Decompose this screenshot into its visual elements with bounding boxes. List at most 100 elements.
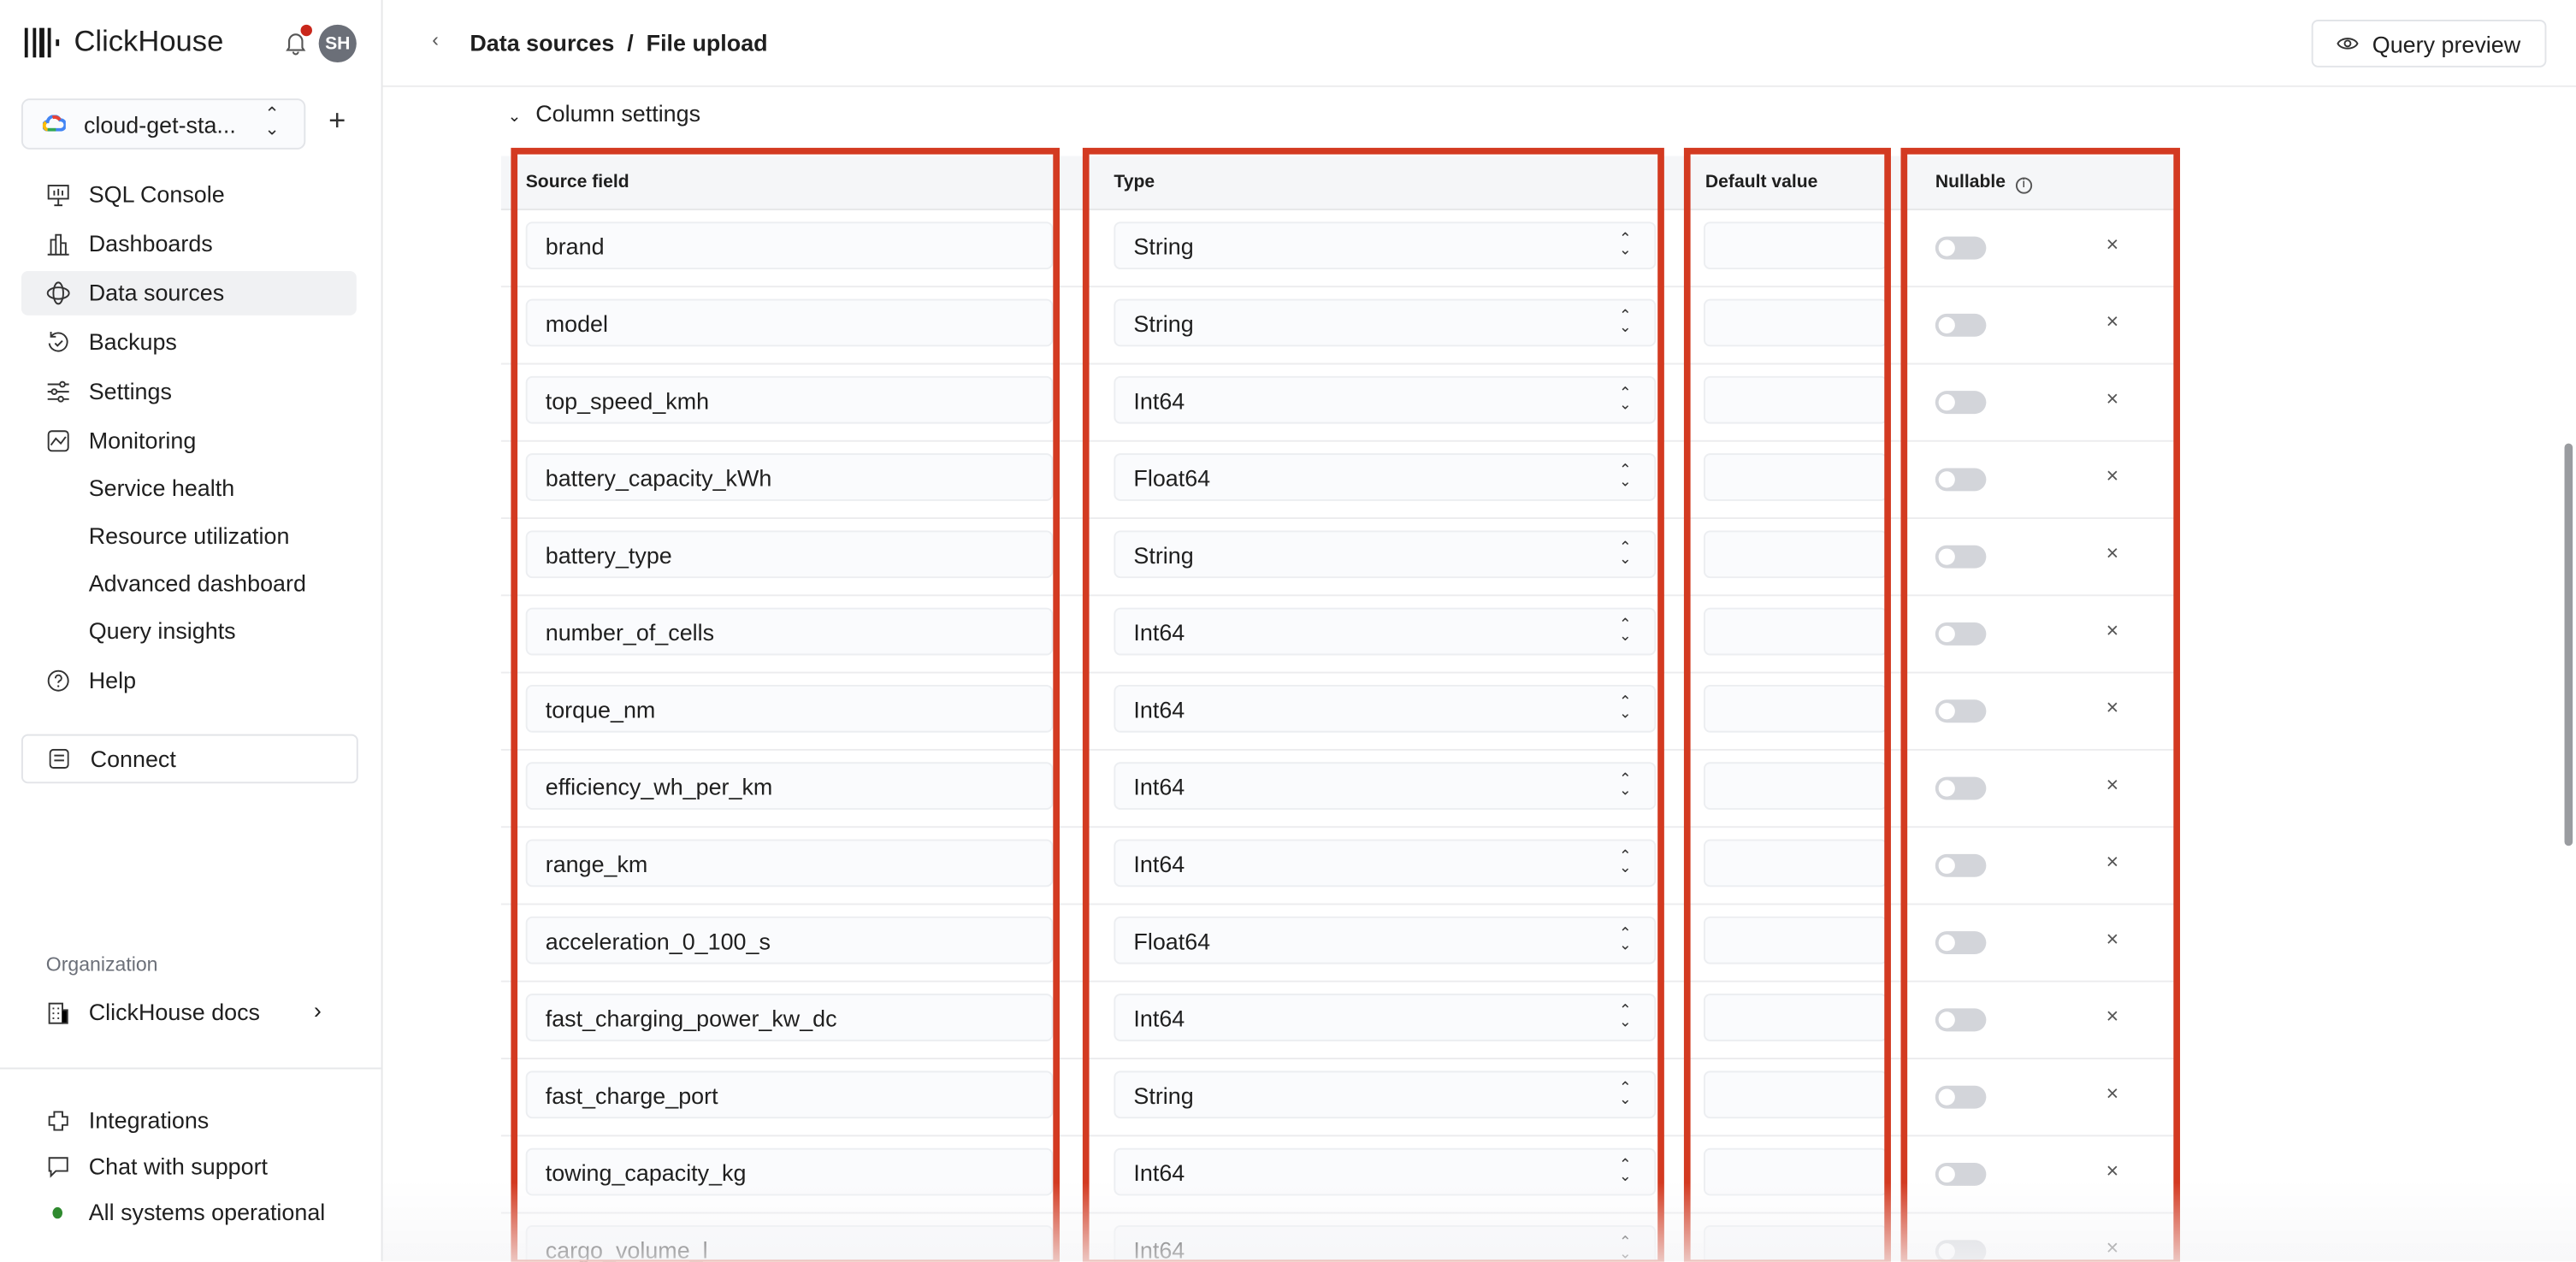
remove-column-icon[interactable]: ×	[2106, 694, 2119, 720]
type-select[interactable]: Int64 ⌃⌄	[1114, 994, 1657, 1041]
clickhouse-logo-icon	[24, 27, 60, 58]
type-select[interactable]: Int64 ⌃⌄	[1114, 762, 1657, 811]
avatar[interactable]: SH	[318, 24, 357, 62]
remove-column-icon[interactable]: ×	[2106, 1158, 2119, 1183]
remove-column-icon[interactable]: ×	[2106, 1003, 2119, 1029]
sidebar-item-backups[interactable]: Backups	[21, 321, 357, 365]
type-select[interactable]: String ⌃ ⌄	[1114, 298, 1657, 347]
type-select[interactable]: Float64 ⌃ ⌄	[1114, 453, 1657, 501]
default-value-input[interactable]	[1703, 1070, 1888, 1119]
column-settings-toggle[interactable]: ⌄ Column settings	[508, 100, 700, 127]
default-value-input[interactable]	[1703, 994, 1888, 1041]
source-field-value: brand	[545, 233, 605, 260]
sidebar-item-advanced-dashboard[interactable]: Advanced dashboard	[88, 569, 306, 597]
sidebar-item-resource-utilization[interactable]: Resource utilization	[88, 522, 290, 549]
source-field-input[interactable]: battery_capacity_kWh	[525, 453, 1054, 501]
sidebar-item-settings[interactable]: Settings	[21, 369, 357, 414]
connect-button[interactable]: Connect	[21, 734, 358, 784]
sidebar-item-label: Settings	[88, 377, 172, 404]
sidebar-item-label: SQL Console	[88, 180, 225, 208]
default-value-input[interactable]	[1703, 530, 1888, 579]
type-select[interactable]: Int64 ⌃⌄	[1114, 375, 1657, 424]
source-field-input[interactable]: torque_nm	[525, 685, 1054, 733]
table-row: battery_capacity_kWh Float64 ⌃ ⌄ ×	[500, 440, 2177, 520]
remove-column-icon[interactable]: ×	[2106, 540, 2119, 565]
remove-column-icon[interactable]: ×	[2106, 1080, 2119, 1106]
source-field-input[interactable]: brand	[525, 221, 1054, 270]
query-preview-button[interactable]: Query preview	[2311, 20, 2547, 68]
source-field-input[interactable]: fast_charging_power_kw_dc	[525, 994, 1054, 1041]
source-field-input[interactable]: number_of_cells	[525, 607, 1054, 656]
type-select[interactable]: Float64 ⌃ ⌄	[1114, 916, 1657, 964]
type-value: Int64	[1133, 696, 1185, 723]
nullable-toggle[interactable]	[1935, 391, 1987, 415]
remove-column-icon[interactable]: ×	[2106, 849, 2119, 874]
type-select[interactable]: Int64 ⌃⌄	[1114, 607, 1657, 656]
type-select[interactable]: String ⌃ ⌄	[1114, 221, 1657, 270]
add-service-button[interactable]: +	[328, 103, 346, 137]
nullable-toggle[interactable]	[1935, 1162, 1987, 1186]
remove-column-icon[interactable]: ×	[2106, 463, 2119, 488]
type-select[interactable]: Int64 ⌃⌄	[1114, 685, 1657, 733]
default-value-input[interactable]	[1703, 298, 1888, 347]
system-status[interactable]: All systems operational	[88, 1199, 326, 1225]
back-chevron-icon[interactable]: ‹	[432, 27, 439, 51]
sidebar-item-data-sources[interactable]: Data sources	[21, 270, 357, 316]
source-field-input[interactable]: top_speed_kmh	[525, 375, 1054, 424]
header-nullable-label: Nullable	[1935, 172, 2006, 192]
type-select[interactable]: Int64 ⌃⌄	[1114, 839, 1657, 888]
sidebar-item-query-insights[interactable]: Query insights	[88, 617, 236, 644]
default-value-input[interactable]	[1703, 221, 1888, 270]
type-select[interactable]: String ⌃ ⌄	[1114, 530, 1657, 579]
source-field-value: acceleration_0_100_s	[545, 928, 771, 955]
nullable-toggle[interactable]	[1935, 622, 1987, 646]
header-type: Type	[1114, 172, 1155, 192]
chevron-up-down-icon: ⌃⌄	[1618, 229, 1632, 258]
source-field-input[interactable]: acceleration_0_100_s	[525, 916, 1054, 964]
sidebar-item-integrations[interactable]: Integrations	[21, 1099, 357, 1143]
source-field-input[interactable]: range_km	[525, 839, 1054, 888]
nullable-toggle[interactable]	[1935, 545, 1987, 569]
nullable-toggle[interactable]	[1935, 1085, 1987, 1109]
default-value-input[interactable]	[1703, 375, 1888, 424]
type-select[interactable]: String ⌃ ⌄	[1114, 1070, 1657, 1119]
default-value-input[interactable]	[1703, 916, 1888, 964]
nullable-toggle[interactable]	[1935, 776, 1987, 800]
remove-column-icon[interactable]: ×	[2106, 617, 2119, 643]
sidebar-item-monitoring[interactable]: Monitoring	[21, 419, 357, 463]
remove-column-icon[interactable]: ×	[2106, 231, 2119, 257]
sidebar-item-help[interactable]: Help	[21, 658, 357, 703]
default-value-input[interactable]	[1703, 762, 1888, 811]
nullable-toggle[interactable]	[1935, 313, 1987, 337]
organization-selector[interactable]: ClickHouse docs ›	[21, 990, 357, 1035]
source-field-input[interactable]: fast_charge_port	[525, 1070, 1054, 1119]
remove-column-icon[interactable]: ×	[2106, 771, 2119, 797]
sidebar-item-service-health[interactable]: Service health	[88, 475, 235, 501]
sidebar-item-chat-support[interactable]: Chat with support	[21, 1145, 357, 1189]
sidebar-item-dashboards[interactable]: Dashboards	[21, 221, 357, 266]
remove-column-icon[interactable]: ×	[2106, 386, 2119, 411]
nullable-toggle[interactable]	[1935, 1008, 1987, 1032]
type-value: String	[1133, 541, 1194, 569]
default-value-input[interactable]	[1703, 839, 1888, 888]
nullable-toggle[interactable]	[1935, 931, 1987, 955]
sidebar-item-sql-console[interactable]: SQL Console	[21, 173, 357, 217]
bell-icon[interactable]	[282, 30, 309, 56]
chat-icon	[48, 1157, 68, 1178]
remove-column-icon[interactable]: ×	[2106, 309, 2119, 333]
nullable-toggle[interactable]	[1935, 699, 1987, 723]
source-field-input[interactable]: efficiency_wh_per_km	[525, 762, 1054, 811]
source-field-value: fast_charge_port	[545, 1082, 718, 1109]
default-value-input[interactable]	[1703, 685, 1888, 733]
source-field-input[interactable]: battery_type	[525, 530, 1054, 579]
remove-column-icon[interactable]: ×	[2106, 926, 2119, 952]
nullable-toggle[interactable]	[1935, 236, 1987, 260]
scrollbar-thumb[interactable]	[2564, 443, 2573, 846]
info-icon[interactable]: i	[2015, 177, 2032, 194]
default-value-input[interactable]	[1703, 607, 1888, 656]
default-value-input[interactable]	[1703, 453, 1888, 501]
source-field-input[interactable]: model	[525, 298, 1054, 347]
nullable-toggle[interactable]	[1935, 468, 1987, 492]
nullable-toggle[interactable]	[1935, 853, 1987, 877]
service-selector[interactable]: cloud-get-sta... ⌃ ⌄	[21, 98, 306, 150]
